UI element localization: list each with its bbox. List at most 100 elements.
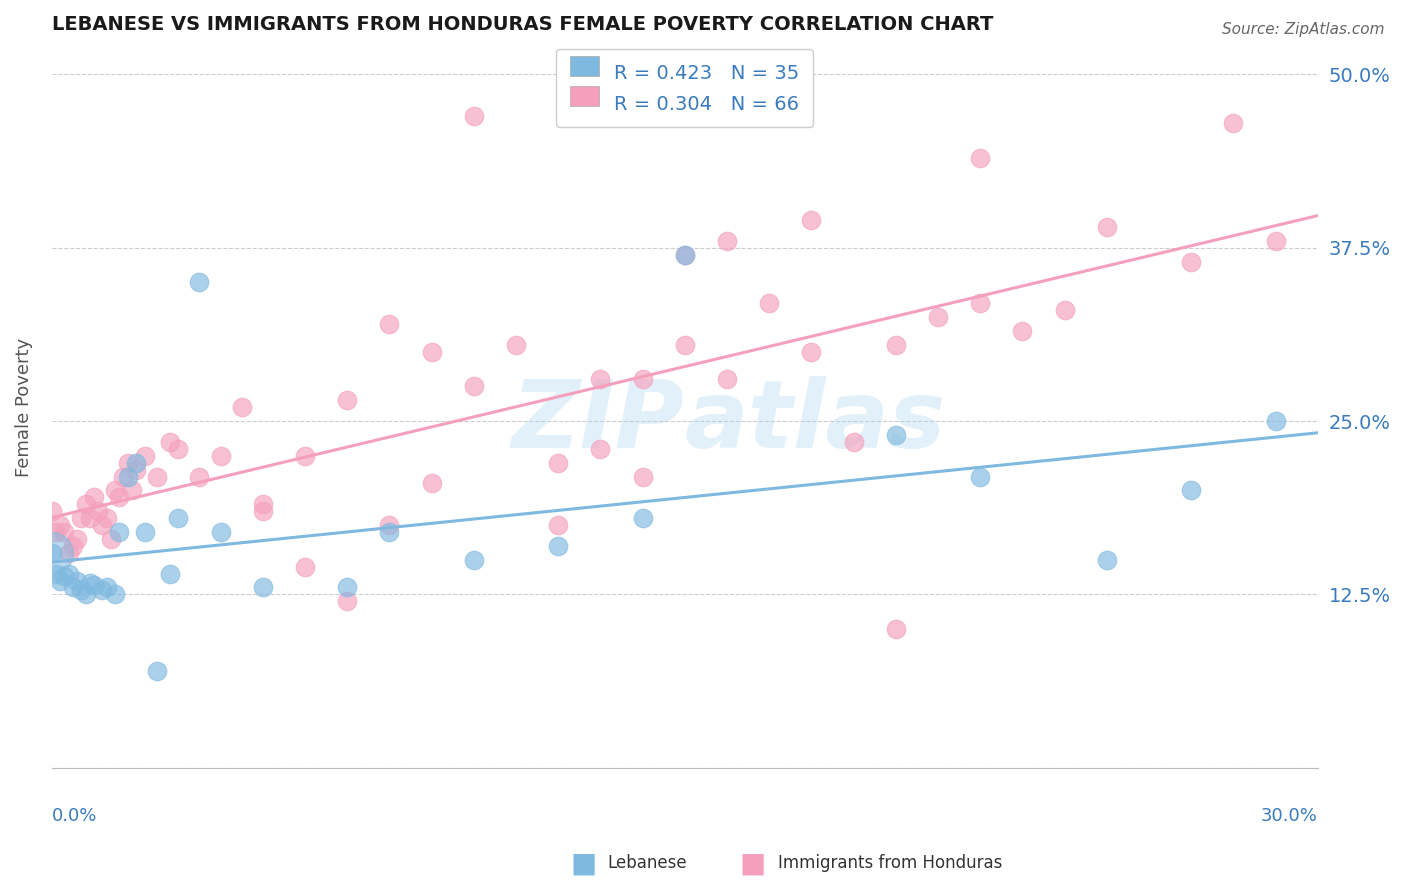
Point — [75, 497, 97, 511]
Point — [631, 372, 654, 386]
Point — [108, 491, 131, 505]
Point — [631, 511, 654, 525]
Point — [589, 442, 612, 456]
Point — [62, 539, 84, 553]
Point — [112, 469, 135, 483]
Point — [1264, 234, 1286, 248]
Point — [547, 539, 569, 553]
Point — [96, 511, 118, 525]
Point — [79, 576, 101, 591]
Point — [75, 587, 97, 601]
Point — [294, 449, 316, 463]
Point — [70, 511, 93, 525]
Point — [1264, 414, 1286, 428]
Point — [969, 296, 991, 310]
Point — [49, 518, 72, 533]
Text: Source: ZipAtlas.com: Source: ZipAtlas.com — [1222, 22, 1385, 37]
Point — [969, 469, 991, 483]
Point — [167, 442, 190, 456]
Point — [117, 456, 139, 470]
Point — [45, 566, 67, 581]
Point — [463, 552, 485, 566]
Point — [378, 524, 401, 539]
Point — [87, 504, 110, 518]
Point — [927, 310, 949, 324]
Point — [673, 247, 696, 261]
Point — [58, 546, 80, 560]
Point — [378, 518, 401, 533]
Text: Immigrants from Honduras: Immigrants from Honduras — [778, 855, 1002, 872]
Point — [125, 462, 148, 476]
Point — [1095, 219, 1118, 234]
Text: ■: ■ — [740, 849, 765, 878]
Point — [91, 583, 114, 598]
Point — [336, 581, 359, 595]
Point — [884, 622, 907, 636]
Point — [121, 483, 143, 498]
Point — [79, 511, 101, 525]
Point — [336, 393, 359, 408]
Point — [104, 483, 127, 498]
Point — [673, 338, 696, 352]
Point — [231, 400, 253, 414]
Text: ■: ■ — [571, 849, 596, 878]
Point — [252, 504, 274, 518]
Point — [108, 524, 131, 539]
Point — [83, 491, 105, 505]
Point — [842, 434, 865, 449]
Point — [589, 372, 612, 386]
Point — [53, 569, 76, 583]
Point — [41, 546, 63, 560]
Point — [134, 524, 156, 539]
Point — [673, 247, 696, 261]
Point — [252, 581, 274, 595]
Point — [49, 574, 72, 588]
Point — [134, 449, 156, 463]
Point — [53, 524, 76, 539]
Point — [62, 581, 84, 595]
Point — [294, 559, 316, 574]
Point — [70, 583, 93, 598]
Point — [188, 276, 211, 290]
Point — [378, 317, 401, 331]
Point — [83, 577, 105, 591]
Point — [167, 511, 190, 525]
Point — [41, 546, 63, 560]
Text: atlas: atlas — [685, 376, 946, 467]
Point — [45, 524, 67, 539]
Point — [125, 456, 148, 470]
Point — [159, 566, 181, 581]
Point — [209, 449, 232, 463]
Point — [420, 344, 443, 359]
Point — [252, 497, 274, 511]
Point — [1011, 324, 1033, 338]
Point — [1053, 303, 1076, 318]
Point — [91, 518, 114, 533]
Point — [884, 338, 907, 352]
Point — [631, 469, 654, 483]
Point — [716, 234, 738, 248]
Point — [463, 109, 485, 123]
Point — [547, 456, 569, 470]
Point — [100, 532, 122, 546]
Point — [117, 469, 139, 483]
Point — [716, 372, 738, 386]
Point — [96, 581, 118, 595]
Point — [420, 476, 443, 491]
Point — [66, 574, 89, 588]
Point — [1180, 254, 1202, 268]
Point — [800, 213, 823, 227]
Point — [969, 151, 991, 165]
Legend: R = 0.423   N = 35, R = 0.304   N = 66: R = 0.423 N = 35, R = 0.304 N = 66 — [557, 49, 813, 128]
Point — [188, 469, 211, 483]
Point — [758, 296, 780, 310]
Text: ZIP: ZIP — [512, 376, 685, 467]
Point — [1180, 483, 1202, 498]
Point — [104, 587, 127, 601]
Text: LEBANESE VS IMMIGRANTS FROM HONDURAS FEMALE POVERTY CORRELATION CHART: LEBANESE VS IMMIGRANTS FROM HONDURAS FEM… — [52, 15, 993, 34]
Point — [146, 469, 169, 483]
Point — [146, 664, 169, 678]
Point — [1095, 552, 1118, 566]
Point — [58, 566, 80, 581]
Point — [463, 379, 485, 393]
